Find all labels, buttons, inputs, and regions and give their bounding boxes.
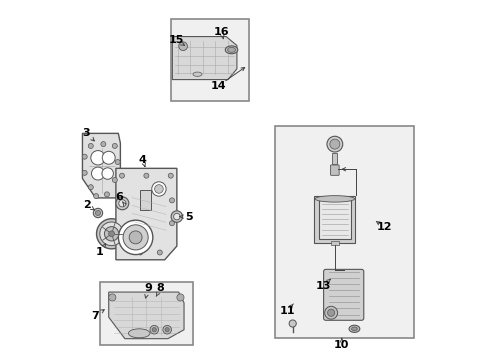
Ellipse shape [128,329,150,338]
Circle shape [129,231,142,244]
Polygon shape [172,37,237,80]
Circle shape [82,154,87,159]
Circle shape [168,173,173,178]
Text: 10: 10 [334,340,349,350]
Bar [275,126,414,338]
Bar [331,241,339,246]
Text: 11: 11 [280,306,295,316]
Circle shape [120,173,124,178]
Circle shape [330,139,340,149]
Circle shape [109,231,115,237]
FancyBboxPatch shape [323,269,364,320]
Ellipse shape [227,47,236,52]
Text: 14: 14 [210,81,226,91]
Circle shape [327,136,343,152]
Circle shape [102,168,113,179]
Text: 8: 8 [157,283,165,293]
Circle shape [97,219,126,249]
Ellipse shape [225,46,238,54]
Circle shape [82,170,87,175]
Circle shape [177,294,184,301]
Bar [318,199,351,239]
Text: 2: 2 [83,200,91,210]
Text: 13: 13 [316,281,331,291]
Text: 7: 7 [91,311,99,320]
Circle shape [88,143,93,148]
Circle shape [171,211,183,222]
Text: 1: 1 [96,247,104,257]
Circle shape [115,159,120,165]
Circle shape [109,294,116,301]
Circle shape [104,192,109,197]
Bar [332,153,337,164]
Bar [172,19,248,101]
Polygon shape [116,168,177,260]
Circle shape [173,213,180,220]
Circle shape [165,328,170,332]
FancyBboxPatch shape [331,165,339,175]
Ellipse shape [315,195,355,202]
Circle shape [112,143,117,148]
Circle shape [152,182,166,196]
Text: 3: 3 [83,129,90,138]
Circle shape [119,200,126,207]
Circle shape [170,221,174,226]
Circle shape [119,220,153,255]
Circle shape [104,226,119,241]
Circle shape [116,197,129,210]
Circle shape [289,320,296,327]
Circle shape [101,141,106,147]
Circle shape [179,42,187,50]
Circle shape [157,250,162,255]
Circle shape [123,225,148,250]
Text: 6: 6 [115,192,122,202]
Text: 16: 16 [214,27,229,37]
Circle shape [150,325,159,334]
Ellipse shape [352,327,357,330]
Text: 15: 15 [169,35,184,45]
Polygon shape [109,292,184,339]
Circle shape [112,177,117,183]
Circle shape [91,150,105,165]
Bar [140,190,151,211]
Circle shape [96,211,100,216]
Circle shape [118,198,123,203]
Ellipse shape [349,325,360,332]
Circle shape [100,222,123,246]
Ellipse shape [193,72,202,76]
Text: 12: 12 [376,222,392,231]
Circle shape [93,208,102,218]
Circle shape [92,167,104,180]
Circle shape [88,185,93,190]
Circle shape [94,194,98,199]
Circle shape [170,198,174,203]
Text: 4: 4 [139,155,147,165]
Circle shape [327,309,335,316]
Circle shape [163,325,172,334]
Circle shape [102,151,115,164]
Circle shape [152,328,156,332]
Circle shape [138,250,143,255]
Bar [100,282,193,345]
Circle shape [325,306,338,319]
Circle shape [155,185,163,193]
Polygon shape [82,134,121,198]
Circle shape [144,173,149,178]
Circle shape [118,234,123,239]
Text: 9: 9 [144,283,152,293]
Bar [315,196,355,243]
Text: 5: 5 [186,212,193,221]
